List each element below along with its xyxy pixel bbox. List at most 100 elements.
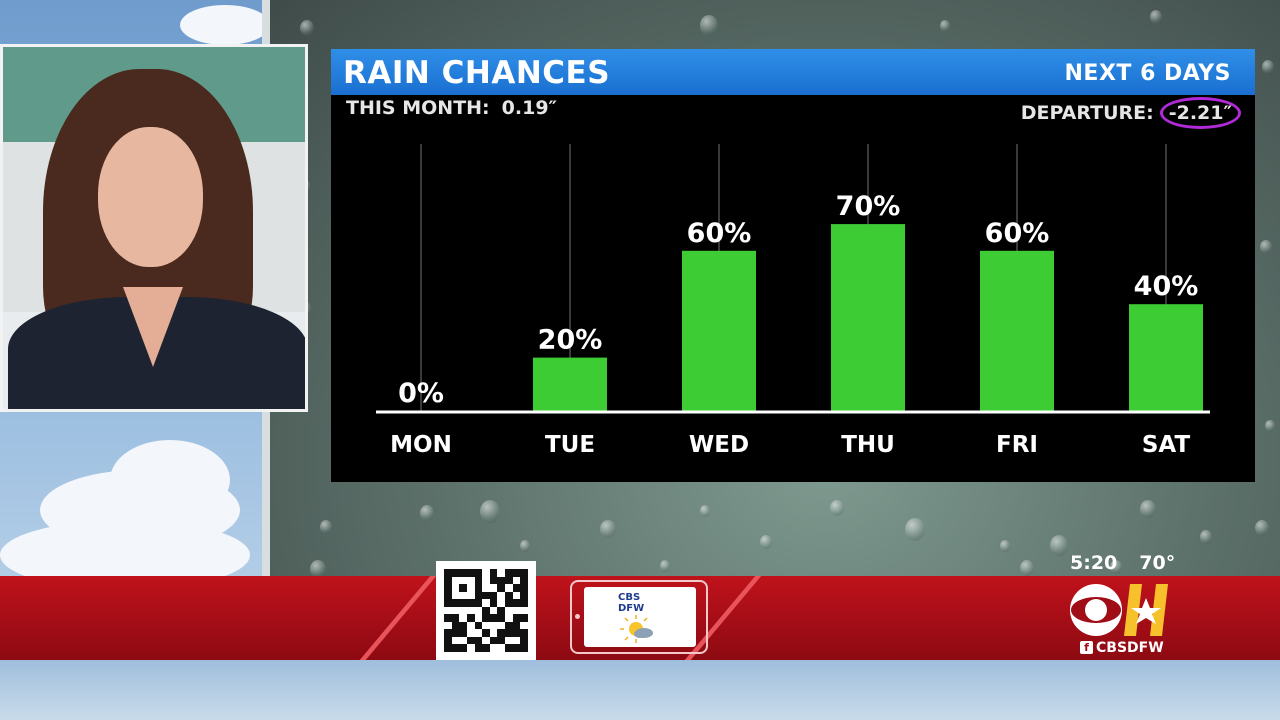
presenter-video (0, 44, 308, 412)
qr-module (497, 584, 506, 592)
qr-module (482, 591, 490, 600)
departure-label: DEPARTURE: (1020, 102, 1154, 124)
qr-module (444, 636, 452, 645)
qr-module (489, 591, 498, 600)
qr-module (474, 569, 483, 577)
qr-module (520, 606, 528, 615)
qr-module (451, 591, 460, 600)
qr-module (482, 621, 490, 630)
social-handle: f CBSDFW (1080, 640, 1164, 656)
bottom-sky-background (0, 660, 1280, 720)
qr-module (459, 569, 467, 577)
qr-module (512, 591, 521, 600)
raindrop (1150, 10, 1162, 24)
qr-module (512, 614, 521, 622)
qr-module (489, 569, 498, 577)
qr-module (482, 584, 490, 592)
value-label-mon: 0% (398, 378, 444, 409)
category-label-thu: THU (841, 432, 895, 458)
qr-module (482, 644, 490, 652)
qr-module (520, 636, 528, 645)
qr-module (497, 576, 506, 585)
qr-module (459, 644, 467, 652)
raindrop (1260, 240, 1272, 254)
qr-module (520, 591, 528, 600)
facebook-icon: f (1080, 641, 1093, 654)
value-label-tue: 20% (538, 325, 603, 356)
qr-module (497, 606, 506, 615)
category-label-fri: FRI (996, 432, 1038, 458)
qr-module (489, 614, 498, 622)
bar-sat (1129, 304, 1203, 411)
raindrop (905, 518, 925, 541)
cloud (110, 440, 230, 520)
raindrop (1110, 560, 1122, 574)
qr-module (512, 569, 521, 577)
qr-module (520, 599, 528, 607)
qr-module (505, 576, 513, 585)
raindrop (1255, 520, 1269, 537)
rain-chances-panel: RAIN CHANCES NEXT 6 DAYS THIS MONTH: 0.19… (331, 49, 1255, 482)
qr-module (451, 569, 460, 577)
value-label-sat: 40% (1134, 271, 1199, 302)
qr-module (474, 636, 483, 645)
bar-thu (831, 224, 905, 411)
category-label-tue: TUE (545, 432, 595, 458)
qr-module (459, 576, 467, 585)
category-label-mon: MON (390, 432, 452, 458)
qr-module (474, 614, 483, 622)
qr-module (466, 636, 475, 645)
bar-tue (533, 357, 607, 411)
qr-module (466, 629, 475, 637)
qr-module (474, 644, 483, 652)
qr-module (444, 584, 452, 592)
rain-chance-bar-chart: 0% MON 20% TUE 60% WED 70% THU 60% FRI 40% SAT (376, 144, 1210, 458)
qr-module (451, 644, 460, 652)
qr-module (444, 569, 452, 577)
sun-cloud-icon (620, 615, 653, 643)
qr-module (512, 606, 521, 615)
qr-module (482, 576, 490, 585)
chart-subtitle: NEXT 6 DAYS (1064, 61, 1231, 86)
qr-module (512, 621, 521, 630)
raindrop (1000, 540, 1010, 552)
phone-app-icon: CBS DFW (570, 580, 708, 654)
qr-module (505, 614, 513, 622)
qr-module (466, 644, 475, 652)
qr-module (444, 606, 452, 615)
raindrop (1265, 420, 1275, 432)
qr-module (497, 636, 506, 645)
raindrop (1200, 530, 1212, 544)
qr-module (459, 599, 467, 607)
qr-module (482, 629, 490, 637)
qr-module (444, 614, 452, 622)
qr-module (489, 629, 498, 637)
phone-home-button (575, 614, 580, 619)
qr-module (474, 629, 483, 637)
raindrop (320, 520, 332, 534)
qr-module (482, 606, 490, 615)
qr-module (489, 644, 498, 652)
qr-module (474, 591, 483, 600)
qr-module (489, 599, 498, 607)
qr-module (459, 636, 467, 645)
qr-module (459, 584, 467, 592)
qr-module (520, 569, 528, 577)
qr-module (444, 621, 452, 630)
raindrop (1262, 60, 1274, 74)
raindrop (310, 560, 326, 579)
qr-module (451, 576, 460, 585)
cbs11-logo (1070, 584, 1168, 636)
qr-module (474, 621, 483, 630)
qr-module (520, 614, 528, 622)
qr-module (466, 606, 475, 615)
qr-module (505, 636, 513, 645)
qr-module (505, 629, 513, 637)
qr-module (451, 584, 460, 592)
qr-module (451, 621, 460, 630)
qr-module (444, 576, 452, 585)
raindrop (1050, 535, 1068, 556)
qr-code-icon (436, 561, 536, 660)
category-label-sat: SAT (1142, 432, 1191, 458)
qr-module (474, 599, 483, 607)
